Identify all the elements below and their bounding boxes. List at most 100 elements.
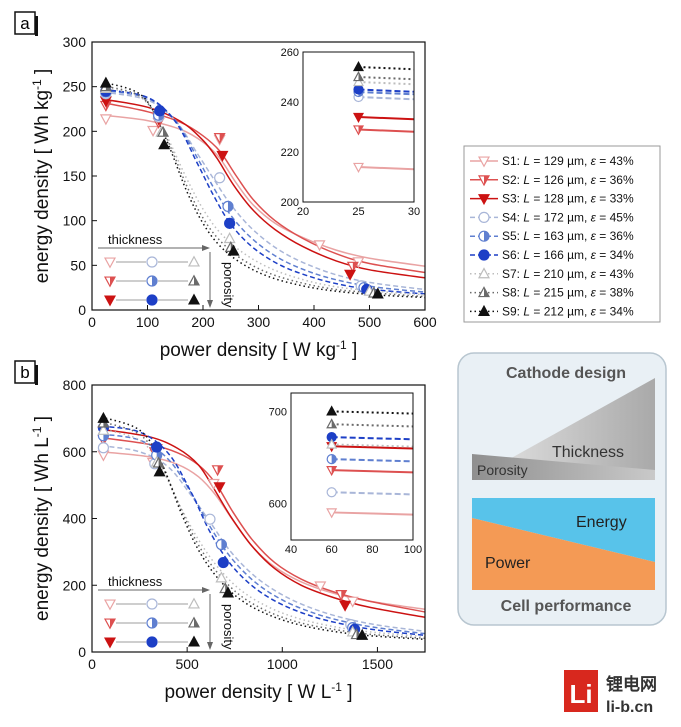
inset-frame (302, 51, 415, 203)
watermark-cn: 锂电网 (606, 674, 657, 694)
legend-label-s9: S9: L = 212 µm, ε = 34% (502, 304, 634, 318)
point-s3-2 (213, 482, 226, 494)
point-s3-3 (339, 600, 352, 612)
point-s9-1 (153, 465, 166, 477)
y-tick-label: 250 (63, 79, 87, 95)
curve-s6 (102, 88, 425, 295)
inset-curve-s3 (358, 116, 414, 121)
legend-label-s1: S1: L = 129 µm, ε = 43% (502, 154, 634, 168)
legend-label-s3: S3: L = 128 µm, ε = 33% (502, 192, 634, 206)
inset-y-tick-label: 700 (269, 406, 287, 418)
legend-italic-L: L (523, 286, 530, 300)
x-tick-label: 200 (191, 314, 215, 330)
porosity-arrow-head (207, 300, 213, 308)
inset-curve-s2 (358, 128, 414, 133)
panel-label: b (20, 363, 29, 382)
point-s5-1-half (156, 450, 162, 461)
legend-mid: = 126 µm, (530, 173, 591, 187)
key-marker-s1 (103, 599, 117, 611)
x-axis-label-sup: -1 (336, 338, 347, 352)
watermark-logo-box (564, 670, 598, 712)
inset-x-tick-label: 25 (352, 206, 364, 218)
key-marker-s7 (187, 255, 201, 267)
y-tick-label: 0 (78, 644, 86, 660)
x-tick-label: 500 (358, 314, 382, 330)
inset: 40 60 80 100 600 700 (269, 392, 422, 556)
legend-mid: = 212 µm, (530, 304, 591, 318)
curve-s1 (103, 114, 425, 267)
inset-x-tick-label: 30 (408, 206, 420, 218)
curve-s4 (101, 444, 425, 633)
legend-tail: = 43% (596, 154, 634, 168)
inset-point-s2-half (358, 125, 363, 135)
inset-curve-s1 (358, 166, 414, 171)
legend-italic-eps: ε (591, 173, 597, 187)
point-s5-2-half (221, 539, 227, 550)
inset-point-s1 (352, 162, 365, 173)
key-marker-s6 (146, 294, 158, 306)
legend-mid: = 129 µm, (530, 154, 591, 168)
inset-x-tick-label: 60 (326, 544, 338, 556)
inset-point-s1 (326, 508, 338, 519)
key-marker-s4 (146, 598, 158, 610)
inset-curves (331, 410, 413, 516)
inset-curve-s4 (331, 491, 413, 496)
point-s1-3 (314, 581, 327, 593)
legend-marker-s2-half (484, 175, 489, 186)
point-s6-1 (154, 105, 166, 117)
point-s2-3-half (341, 590, 347, 600)
panel-label: a (20, 14, 30, 33)
legend-label-s7: S7: L = 210 µm, ε = 43% (502, 267, 634, 281)
inset-background (291, 393, 413, 540)
inset-y-tick-label: 600 (269, 498, 287, 510)
legend-italic-eps: ε (591, 229, 597, 243)
legend: S1: L = 129 µm, ε = 43% S2: L = 126 µm, ε… (463, 145, 661, 323)
porosity-label: Porosity (477, 462, 528, 478)
legend-italic-eps: ε (591, 248, 597, 262)
legend-tail: = 33% (596, 192, 634, 206)
legend-italic-eps: ε (591, 154, 597, 168)
inset-curve-s1 (331, 511, 413, 516)
curve-s2 (101, 436, 425, 613)
legend-mid: = 128 µm, (530, 192, 591, 206)
legend-marker-s6 (478, 249, 490, 261)
thickness-wedge (472, 378, 655, 480)
inset-point-s6 (353, 84, 364, 95)
legend-tail: = 36% (596, 173, 634, 187)
watermark-domain: li-b.cn (606, 699, 653, 716)
porosity-wedge (472, 454, 655, 480)
x-axis-label-sup: -1 (331, 680, 342, 694)
inset: 20 25 30 200 220 240 260 (281, 47, 420, 218)
legend-italic-eps: ε (591, 286, 597, 300)
thickness-caption: thickness (108, 232, 163, 247)
legend-tail: = 36% (596, 229, 634, 243)
y-axis-label: energy density [ Wh L-1 ] (30, 416, 53, 621)
y-tick-label: 800 (63, 377, 87, 393)
energy-label: Energy (576, 514, 627, 531)
legend-marker-s5-half (484, 231, 489, 242)
inset-point-s9 (326, 405, 338, 416)
x-tick-label: 300 (247, 314, 271, 330)
x-tick-label: 100 (136, 314, 160, 330)
legend-label-s5: S5: L = 163 µm, ε = 36% (502, 229, 634, 243)
inset-y-tick-label: 220 (281, 147, 299, 159)
inset-curve-s8 (358, 76, 414, 81)
key-marker-s4 (146, 256, 158, 268)
y-tick-label: 200 (63, 577, 87, 593)
inset-curve-s8 (331, 423, 413, 428)
key-annotation: thickness porosity (98, 574, 236, 650)
point-s8-1-half (163, 126, 169, 137)
point-s9-0 (97, 411, 110, 423)
legend-italic-L: L (523, 192, 530, 206)
point-s4-2 (214, 172, 226, 184)
legend-marker-s8-half (484, 287, 489, 297)
inset-y-tick-label: 260 (281, 47, 299, 59)
point-s1-3 (313, 240, 326, 252)
key-marker-s6 (146, 636, 158, 648)
inset-curve-s5 (358, 91, 414, 96)
point-s9-3 (371, 287, 384, 299)
inset-point-s8-half (358, 72, 363, 81)
legend-italic-L: L (523, 173, 530, 187)
y-tick-label: 300 (63, 34, 87, 50)
